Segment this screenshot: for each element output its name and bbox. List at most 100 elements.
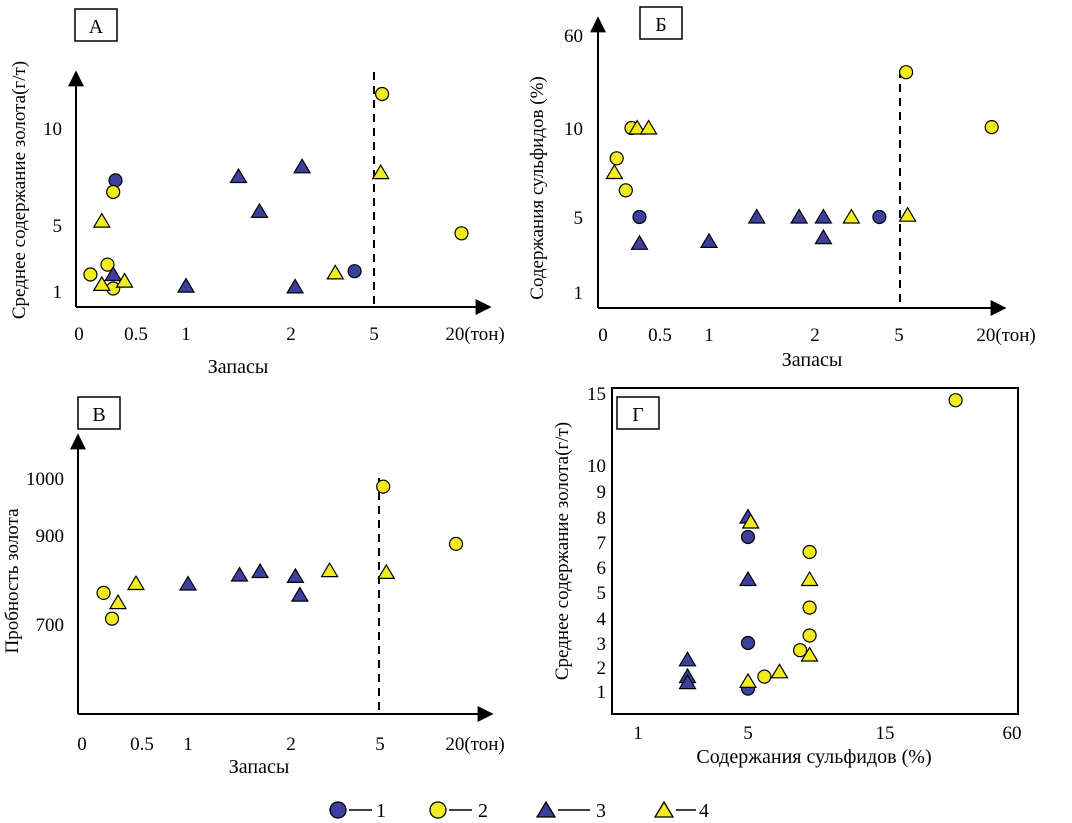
panel-g-xtick: 1 [633,723,643,744]
panel-b-ytick: 5 [574,208,584,229]
blue-triangle-point [630,234,649,250]
panel-v-xtick: 1 [183,734,193,755]
panel-v-ylabel: Пробность золота [2,508,23,654]
blue-circle-point [872,209,887,225]
yellow-triangle-point [842,208,861,224]
legend: 1 2 3 4 [329,800,709,822]
panel-g-ytick: 9 [597,482,607,503]
panel-a-points [83,86,469,296]
panel-b-xtick: 5 [894,325,904,346]
panel-b-x-ticks: 0 0.5 1 2 5 20(тон) [598,325,1035,346]
panel-b-xtick: 0 [598,325,608,346]
blue-triangle-point [178,575,198,591]
panel-v-xtick: 0.5 [130,734,154,755]
blue-triangle-point [678,651,697,667]
yellow-circle-point [948,393,963,408]
blue-triangle-point [176,277,196,293]
blue-circle-point [632,209,647,225]
legend-label-1: 1 [376,800,386,822]
panel-a-xtick: 5 [369,324,379,345]
blue-triangle-point [293,158,312,174]
blue-triangle-point [251,562,270,579]
yellow-circle-point [984,119,999,135]
yellow-triangle-point [898,206,917,222]
panel-a-xlabel: Запасы [208,356,269,378]
legend-marker-yellow-circle [429,801,447,819]
yellow-circle-point [106,184,121,200]
yellow-triangle-point [738,672,758,688]
yellow-circle-point [454,226,469,241]
yellow-triangle-point [628,119,647,135]
blue-circle-point [108,173,123,188]
panel-g-label-box [616,396,660,430]
yellow-circle-point [100,257,115,272]
panel-b-y-ticks: 1 5 10 60 [564,26,583,304]
panel-g-ytick: 2 [597,658,607,679]
yellow-circle-point [609,151,624,166]
yellow-circle-point [83,267,98,282]
yellow-circle-point [448,536,464,552]
yellow-triangle-point [326,264,345,280]
panel-g: Г Среднее содержание золота(г/т) Содержа… [552,384,1022,768]
panel-b-points [605,65,999,250]
panel-b-label-box [639,6,683,40]
yellow-triangle-point [800,646,819,662]
yellow-triangle-point [92,212,111,228]
yellow-triangle-point [377,563,396,579]
panel-a-ylabel: Среднее содержание золота(г/т) [9,61,30,319]
blue-triangle-point [738,570,758,587]
panel-b-label: Б [655,14,666,36]
panel-g-ytick: 15 [587,384,606,405]
yellow-triangle-point [126,574,146,591]
yellow-circle-point [898,65,914,80]
blue-triangle-point [229,167,248,184]
yellow-circle-point [802,544,817,560]
panel-b-xtick: 0.5 [648,325,672,346]
panel-a-label: А [89,16,104,38]
blue-circle-point [740,635,756,651]
panel-b-xtick: 1 [704,325,714,346]
panel-a: А Среднее содержание золота(г/т) Запасы … [9,8,505,378]
yellow-circle-point [618,183,633,198]
yellow-circle-point [376,479,391,494]
blue-triangle-point [286,567,305,583]
yellow-circle-point [757,669,772,684]
panel-a-xtick: 0.5 [124,324,148,345]
blue-circle-point [740,529,756,545]
yellow-circle-point [802,600,817,615]
panel-g-ytick: 3 [597,634,607,655]
panel-a-ytick: 10 [43,119,62,140]
yellow-triangle-point [605,163,624,180]
yellow-circle-point [792,643,808,658]
panel-g-x-ticks: 1 5 15 60 [633,723,1021,744]
blue-triangle-point [747,208,766,224]
panel-v-ytick: 700 [36,615,65,636]
blue-circle-point [347,264,362,279]
blue-triangle-point [104,265,123,282]
panel-b-ytick: 1 [574,283,584,304]
yellow-triangle-point [92,275,111,291]
panel-v-xlabel: Запасы [229,756,290,778]
yellow-triangle-point [741,513,760,529]
panel-a-y-ticks: 1 5 10 [43,119,62,303]
panel-v-xtick: 0 [77,734,87,755]
legend-label-4: 4 [699,800,709,822]
yellow-triangle-point [800,570,819,587]
panel-v-ytick: 900 [36,526,65,547]
panel-v-ytick: 1000 [26,469,64,490]
panel-v-label-box [77,396,121,430]
panel-g-xtick: 15 [876,723,895,744]
yellow-triangle-point [320,561,339,578]
panel-a-xtick: 20(тон) [445,324,504,345]
panel-v-y-ticks: 700 900 1000 [26,469,64,636]
panel-b-xlabel: Запасы [782,349,843,371]
panel-v-x-ticks: 0 0.5 1 2 5 20(тон) [77,734,504,755]
blue-triangle-point [250,202,269,218]
blue-triangle-point [790,208,809,224]
yellow-circle-point [104,611,120,626]
panel-a-ytick: 1 [53,282,63,303]
yellow-triangle-point [115,272,134,288]
blue-triangle-point [814,228,833,245]
panel-g-ylabel: Среднее содержание золота(г/т) [552,422,573,680]
